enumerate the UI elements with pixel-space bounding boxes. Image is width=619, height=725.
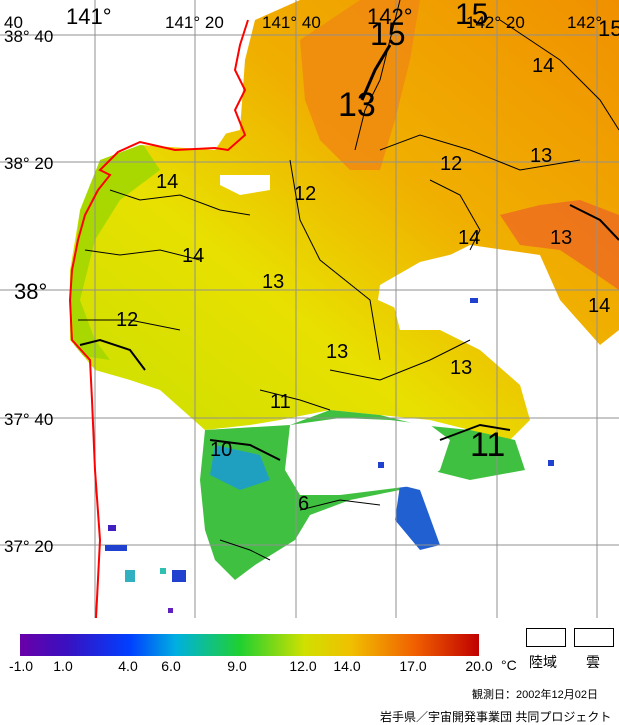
cloud-legend-swatch xyxy=(574,628,614,647)
isotherm-label: 14 xyxy=(156,171,179,193)
cloud-legend-label: 雲 xyxy=(586,654,600,670)
colorbar-tick: 14.0 xyxy=(333,658,361,674)
lon-label-142-40: 142° xyxy=(567,13,603,32)
sea-region-south-cold-east xyxy=(395,485,440,550)
lat-label-37-20: 37° 20 xyxy=(4,537,54,556)
sea-region-warm-east xyxy=(500,200,619,290)
isotherm-label: 12 xyxy=(116,309,139,331)
colorbar-tick: -1.0 xyxy=(8,658,34,674)
coastline xyxy=(68,19,249,618)
cloud-patch-east xyxy=(378,250,560,370)
colorbar-tick: 6.0 xyxy=(161,658,181,674)
sea-region-south-cold xyxy=(210,445,270,490)
corner-label-15: 15 xyxy=(598,16,619,41)
isotherm-label: 13 xyxy=(262,271,285,293)
lon-label-142-20: 142° 20 xyxy=(466,13,525,32)
isotherm-label: 11 xyxy=(270,391,291,413)
colorbar-tick: 12.0 xyxy=(289,658,317,674)
lat-label-37-40: 37° 40 xyxy=(4,410,54,429)
isotherm-15-bold xyxy=(360,44,392,101)
land-legend-label: 陸域 xyxy=(529,654,557,670)
sea-region-main xyxy=(70,0,619,440)
cloud-patch-north xyxy=(220,175,270,195)
isotherm-label: 13 xyxy=(530,145,553,167)
isotherm-label: 14 xyxy=(588,295,611,317)
isotherm-label: 15 xyxy=(370,16,406,52)
isotherm-label: 14 xyxy=(532,55,555,77)
colorbar-tick: 9.0 xyxy=(227,658,247,674)
colorbar-tick: 17.0 xyxy=(399,658,427,674)
isotherm-label: 13 xyxy=(326,341,349,363)
lat-label-38-40: 38° 40 xyxy=(4,27,54,46)
lon-label-142: 142° xyxy=(367,4,413,29)
observation-date: 観測日：2002年12月02日 xyxy=(472,689,598,701)
isotherm-label: 10 xyxy=(210,439,233,461)
lat-label-38-20: 38° 20 xyxy=(4,154,54,173)
isotherm-label: 13 xyxy=(550,227,573,249)
colorbar-tick: 4.0 xyxy=(118,658,138,674)
isotherm-label: 15 xyxy=(455,0,489,31)
colorbar-tick: 20.0 xyxy=(465,658,493,674)
lon-label-141-20: 141° 20 xyxy=(165,13,224,32)
isotherms xyxy=(78,0,619,561)
sea-region-cool-west xyxy=(70,140,160,360)
lon-label-141: 141° xyxy=(66,4,112,29)
lon-label-141-40: 141° 40 xyxy=(262,13,321,32)
isotherm-label: 11 xyxy=(470,426,506,464)
cloud-patch-south xyxy=(285,418,450,495)
isotherm-label: 13 xyxy=(450,357,473,379)
isotherm-label: 6 xyxy=(298,493,310,515)
temperature-colorbar xyxy=(20,634,479,656)
project-credit: 岩手県／宇宙開発事業団 共同プロジェクト xyxy=(380,710,612,724)
land-legend-swatch xyxy=(526,628,566,647)
colorbar-unit: °C xyxy=(501,657,517,673)
data-specks xyxy=(105,298,554,613)
colorbar-tick: 1.0 xyxy=(53,658,73,674)
corner-label-40: 40 xyxy=(4,13,23,32)
sea-region-warm-core xyxy=(300,0,420,170)
sea-surface-temperature-map xyxy=(0,0,619,618)
isotherm-east-bold xyxy=(569,204,619,241)
lat-label-38: 38° xyxy=(14,279,48,304)
graticule xyxy=(0,0,619,618)
isotherm-label: 14 xyxy=(182,245,205,267)
isotherm-label: 12 xyxy=(440,153,463,175)
land-region xyxy=(0,0,250,618)
isotherm-label: 14 xyxy=(458,227,481,249)
isotherm-label: 13 xyxy=(338,86,376,124)
isotherm-label: 12 xyxy=(294,183,317,205)
